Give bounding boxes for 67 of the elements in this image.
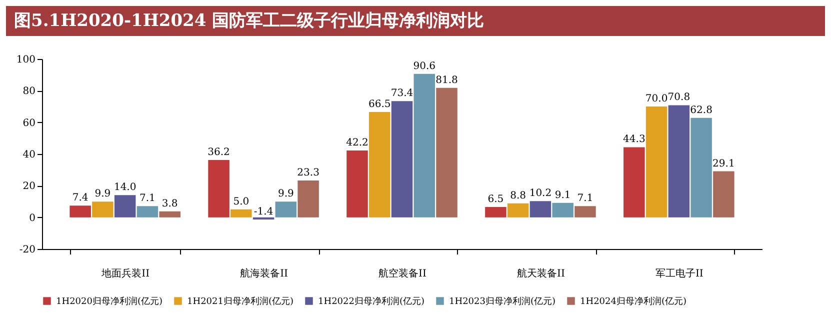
legend-label: 1H2022归母净利润(亿元) [318, 296, 425, 307]
y-tick-label: 60 [22, 118, 36, 129]
bar [368, 112, 390, 218]
data-label: 7.4 [72, 192, 88, 204]
bar [136, 206, 158, 218]
bar [574, 206, 596, 218]
bar [507, 203, 529, 218]
data-label: 62.8 [690, 104, 712, 116]
legend-label: 1H2020归母净利润(亿元) [56, 296, 163, 307]
bar [346, 150, 368, 218]
bar [391, 101, 413, 218]
x-tick-label: 航天装备II [517, 268, 565, 280]
data-label: 7.1 [140, 193, 156, 204]
y-tick-label: 20 [22, 181, 36, 192]
data-label: 10.2 [529, 188, 552, 200]
data-label: 6.5 [488, 194, 504, 206]
bar [690, 118, 712, 218]
bar [713, 171, 734, 218]
data-label: 70.0 [645, 94, 668, 104]
data-label: -1.4 [254, 206, 274, 218]
y-tick-label: -20 [19, 244, 36, 256]
x-tick-label: 军工电子II [655, 268, 704, 280]
data-label: 90.6 [413, 60, 436, 72]
y-tick-label: 80 [22, 86, 36, 98]
data-label: 70.8 [668, 92, 690, 104]
data-label: 36.2 [208, 147, 230, 158]
bar [624, 147, 645, 218]
bar [298, 180, 319, 218]
bar [208, 160, 230, 218]
data-label: 66.5 [368, 99, 391, 110]
bar [70, 206, 91, 218]
y-tick-label: 0 [29, 212, 36, 224]
data-label: 42.2 [346, 138, 368, 149]
data-label: 73.4 [390, 88, 414, 100]
bar [114, 195, 136, 218]
bar [92, 202, 114, 218]
bar [646, 106, 668, 218]
bar [552, 202, 574, 218]
data-label: 7.1 [577, 193, 594, 204]
data-label: 29.1 [712, 158, 735, 170]
bar [530, 201, 552, 218]
chart-title: 图5.1H2020-1H2024 国防军工二级子行业归母净利润对比 [6, 6, 825, 36]
data-label: 9.1 [554, 190, 571, 201]
data-label: 23.3 [297, 167, 320, 178]
x-tick-label: 航空装备II [378, 268, 426, 280]
legend-label: 1H2024归母净利润(亿元) [580, 296, 687, 307]
legend-label: 1H2021归母净利润(亿元) [187, 296, 294, 307]
bar [275, 202, 297, 218]
bar [668, 105, 690, 218]
data-label: 14.0 [114, 182, 136, 194]
data-label: 9.9 [94, 188, 111, 200]
data-label: 9.9 [278, 188, 294, 200]
x-tick-label: 地面兵装II [100, 268, 150, 280]
bar [414, 74, 436, 218]
data-label: 81.8 [436, 74, 458, 86]
bar [485, 207, 506, 218]
data-label: 3.8 [162, 198, 178, 210]
bar [159, 211, 180, 218]
data-label: 5.0 [233, 196, 250, 208]
x-tick-label: 航海装备II [240, 268, 288, 280]
legend-label: 1H2023归母净利润(亿元) [449, 296, 556, 307]
bar [230, 209, 252, 218]
y-tick-label: 40 [22, 150, 36, 160]
y-tick-label: 100 [16, 54, 36, 66]
bar [436, 88, 458, 218]
data-label: 44.3 [623, 134, 646, 146]
data-label: 8.8 [510, 190, 526, 202]
